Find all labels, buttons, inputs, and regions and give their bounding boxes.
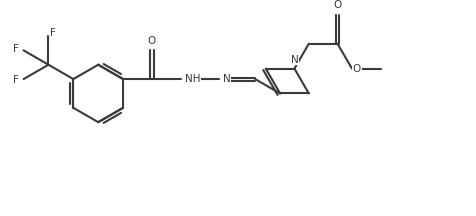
Text: O: O <box>333 0 342 10</box>
Text: F: F <box>50 28 56 38</box>
Text: F: F <box>13 44 19 54</box>
Text: N: N <box>223 74 230 84</box>
Text: NH: NH <box>185 74 201 84</box>
Text: F: F <box>13 75 19 85</box>
Text: O: O <box>353 64 361 74</box>
Text: N: N <box>290 55 298 65</box>
Text: O: O <box>148 36 156 46</box>
